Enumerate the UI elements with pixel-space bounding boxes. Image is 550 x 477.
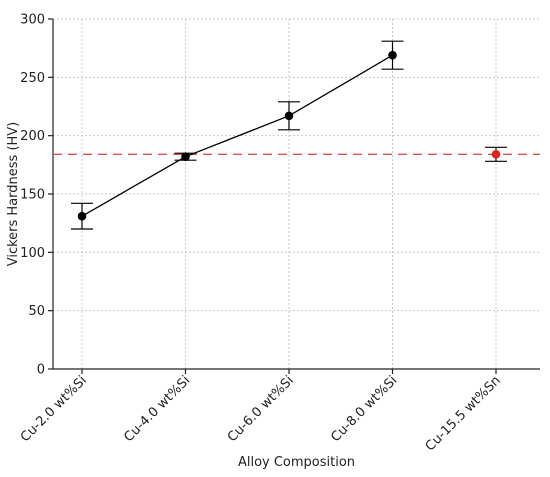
x-axis-label: Alloy Composition	[238, 455, 355, 470]
x-ticks: Cu-2.0 wt%Si Cu-4.0 wt%Si Cu-6.0 wt%Si Cu-8…	[18, 369, 504, 454]
y-tick-label: 150	[20, 188, 45, 203]
y-ticks: 0 50 100 150 200 250 300	[20, 13, 53, 378]
y-tick-label: 50	[28, 304, 45, 319]
y-tick-label: 250	[20, 71, 45, 86]
y-tick-label: 0	[37, 363, 45, 378]
y-axis-label: Vickers Hardness (HV)	[6, 122, 21, 267]
x-tick-label: Cu-15.5 wt%Sn	[423, 373, 504, 454]
data-point	[77, 211, 87, 221]
data-point	[181, 152, 190, 161]
series-line	[81, 54, 393, 217]
series-layer	[71, 40, 507, 230]
x-tick-label: Cu-8.0 wt%Si	[328, 373, 400, 445]
x-tick-label: Cu-2.0 wt%Si	[18, 373, 90, 445]
x-tick-label: Cu-6.0 wt%Si	[225, 373, 297, 445]
y-tick-label: 300	[20, 13, 45, 28]
data-point	[284, 111, 294, 121]
data-point	[388, 50, 397, 60]
grid	[53, 18, 540, 369]
y-tick-label: 100	[20, 246, 45, 261]
x-tick-label: Cu-4.0 wt%Si	[121, 373, 193, 445]
y-tick-label: 200	[20, 129, 45, 144]
data-point	[491, 150, 501, 159]
